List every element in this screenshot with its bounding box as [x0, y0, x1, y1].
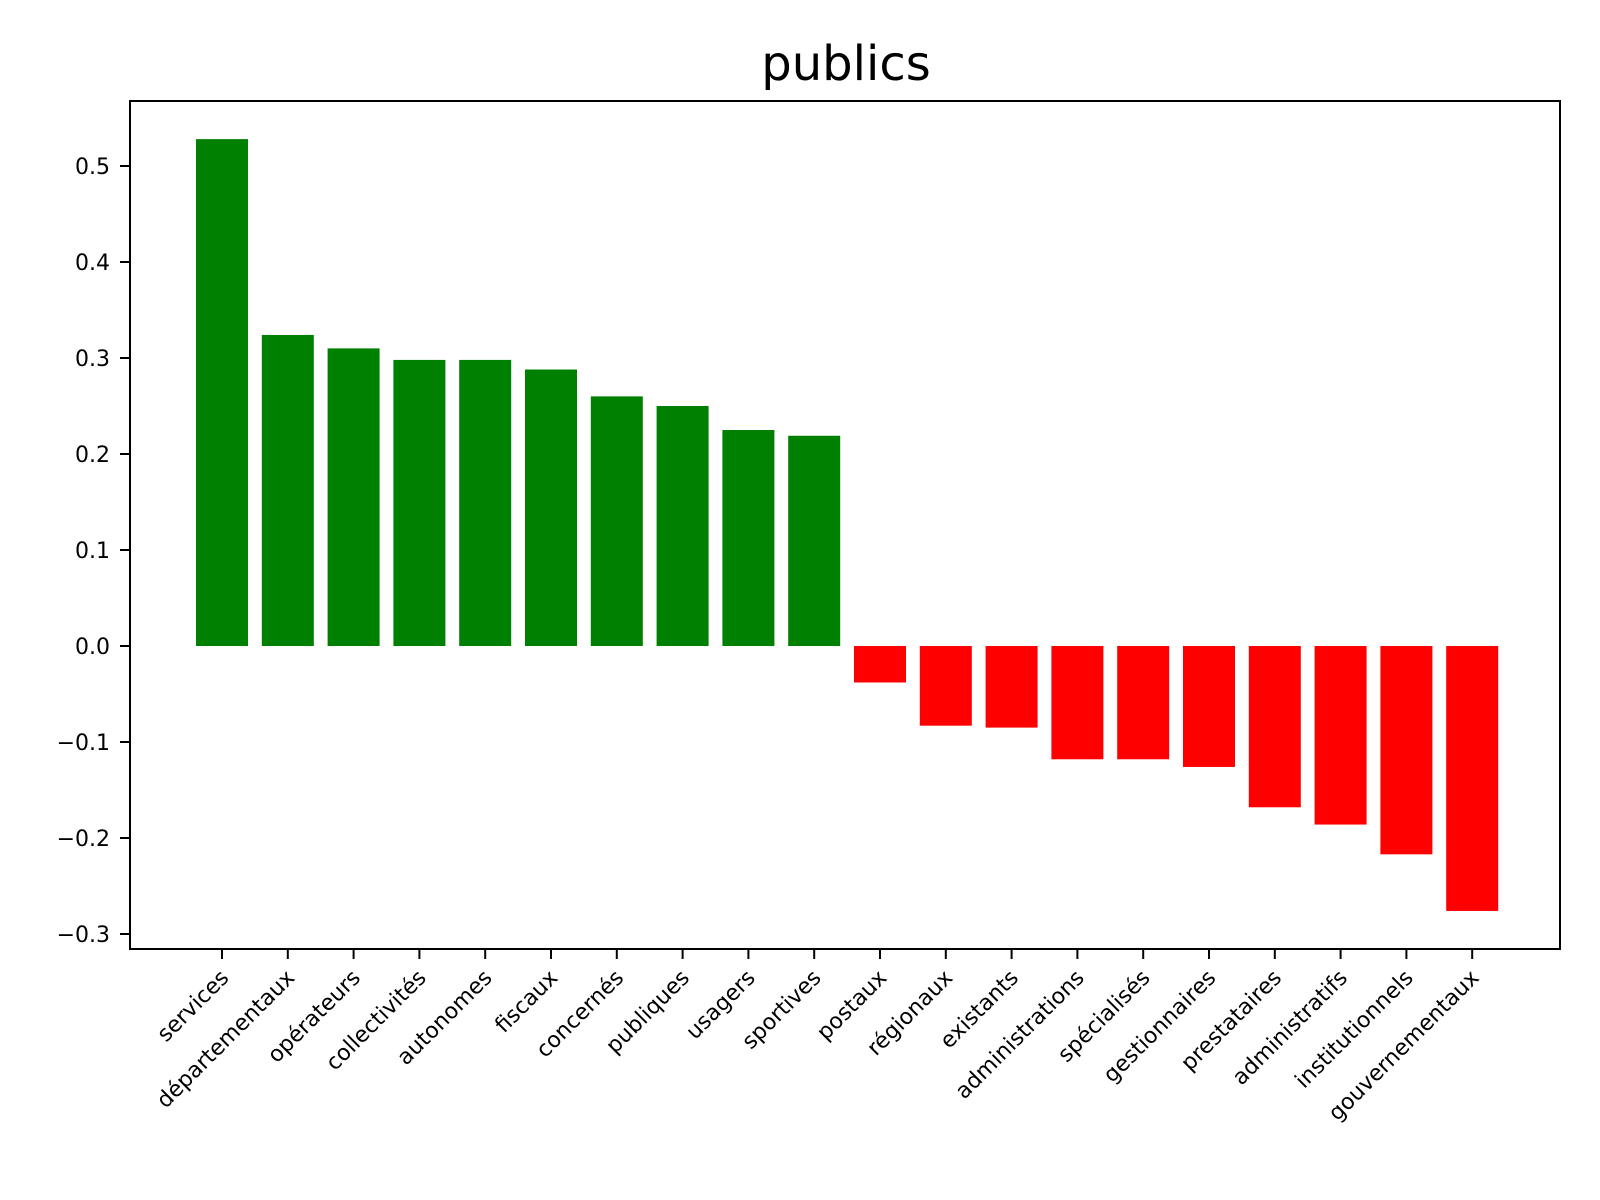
bar-9	[788, 435, 841, 646]
x-axis: servicesdépartementauxopérateurscollecti…	[152, 949, 1484, 1126]
bar-15	[1183, 646, 1235, 767]
bars-layer	[196, 139, 1499, 911]
bar-8	[722, 430, 775, 646]
bar-1	[261, 334, 314, 646]
x-tick-label-15: gestionnaires	[1099, 966, 1221, 1088]
bar-3	[393, 359, 446, 646]
y-tick-label-8: 0.5	[75, 155, 110, 180]
x-tick-label-18: institutionnels	[1291, 966, 1419, 1094]
bar-14	[1117, 646, 1170, 760]
x-tick-label-17: administratifs	[1228, 966, 1353, 1091]
y-tick-label-5: 0.2	[75, 443, 110, 468]
bar-6	[590, 396, 643, 646]
bar-17	[1314, 646, 1367, 825]
bar-10	[854, 646, 906, 683]
y-tick-label-1: −0.2	[57, 827, 110, 852]
bar-18	[1380, 646, 1433, 855]
bar-19	[1446, 646, 1499, 911]
y-tick-label-6: 0.3	[75, 347, 110, 372]
chart-title: publics	[761, 36, 930, 92]
y-tick-label-2: −0.1	[57, 731, 110, 756]
bar-5	[525, 369, 577, 646]
y-tick-label-0: −0.3	[57, 923, 110, 948]
bar-12	[985, 646, 1038, 728]
y-tick-label-7: 0.4	[75, 251, 110, 276]
bar-2	[327, 348, 380, 646]
y-tick-label-3: 0.0	[75, 635, 110, 660]
plot-frame	[129, 100, 1561, 950]
bar-0	[196, 139, 248, 646]
y-tick-label-4: 0.1	[75, 539, 110, 564]
bar-7	[656, 406, 709, 646]
bar-16	[1248, 646, 1301, 808]
bar-13	[1051, 646, 1104, 760]
bar-4	[459, 359, 512, 646]
bar-11	[919, 646, 972, 726]
y-axis: −0.3 −0.2 −0.1 0.0 0.1 0.2 0.3 0.4 0.5	[57, 155, 130, 948]
